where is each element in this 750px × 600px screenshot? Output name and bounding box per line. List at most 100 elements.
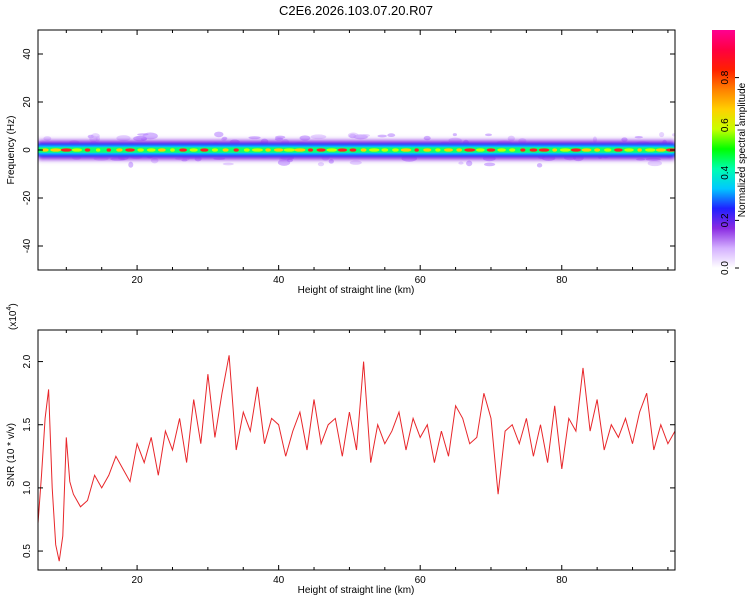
heatmap-speckle	[458, 161, 464, 165]
heatmap-speckle	[221, 137, 227, 142]
heatmap-hotspot	[41, 148, 49, 152]
heatmap-speckle	[248, 136, 261, 140]
heatmap-hotspot	[273, 148, 284, 152]
heatmap-speckle	[485, 133, 492, 137]
heatmap-hotspot	[265, 148, 271, 152]
snr-scale-label: (x104)	[6, 303, 19, 330]
heatmap-hotspot	[381, 148, 389, 152]
y-tick-label: 40	[22, 48, 33, 60]
heatmap-hotspot	[179, 148, 188, 152]
heatmap-hotspot	[137, 148, 144, 152]
figure-title: C2E6.2026.103.07.20.R07	[279, 3, 433, 18]
heatmap-panel: 20 40 60 80 -40 -20 0 20 40 Height of straight …	[6, 29, 676, 296]
y-tick-label: 1.0	[22, 481, 33, 495]
heatmap-speckle	[133, 135, 147, 142]
heatmap-hotspot	[594, 148, 601, 152]
heatmap-hotspot	[95, 148, 101, 152]
heatmap-hotspot	[243, 148, 250, 152]
heatmap-green-core	[38, 147, 675, 153]
heatmap-band	[38, 131, 675, 168]
heatmap-speckle	[423, 135, 431, 141]
heatmap-hotspot	[464, 148, 476, 152]
heatmap-hotspot	[581, 148, 592, 152]
heatmap-speckle	[349, 160, 362, 165]
heatmap-hotspot	[552, 148, 558, 152]
heatmap-hotspot	[444, 148, 454, 152]
colorbar-tick-label: 0.2	[720, 213, 731, 227]
heatmap-speckle	[222, 162, 234, 166]
heatmap-hotspot	[435, 148, 441, 152]
heatmap-speckle	[95, 135, 100, 142]
x-tick-label: 40	[273, 575, 285, 586]
heatmap-hotspot	[570, 148, 581, 152]
y-tick-label: 1.5	[22, 417, 33, 431]
heatmap-speckle	[377, 134, 387, 138]
colorbar-tick-label: 0.8	[720, 70, 731, 84]
heatmap-x-label: Height of straight line (km)	[298, 285, 415, 296]
heatmap-hotspot	[456, 148, 462, 152]
snr-y-label: SNR (10 * v/v)	[6, 423, 17, 487]
heatmap-speckle	[452, 133, 457, 137]
heatmap-speckle	[634, 135, 643, 139]
heatmap-hotspot	[400, 148, 412, 152]
snr-x-label: Height of straight line (km)	[298, 585, 415, 596]
heatmap-hotspot	[233, 148, 239, 152]
colorbar-tick-label: 0.6	[720, 118, 731, 132]
colorbar-tick-label: 0.4	[720, 165, 731, 179]
heatmap-hotspot	[509, 148, 516, 152]
heatmap-hotspot	[529, 148, 538, 152]
heatmap-speckle	[483, 162, 496, 167]
heatmap-speckle	[317, 162, 325, 167]
heatmap-speckle	[310, 134, 327, 140]
x-tick-label: 20	[132, 275, 144, 286]
snr-series-line	[38, 355, 675, 562]
heatmap-hotspot	[189, 148, 198, 152]
colorbar-label: Normalized spectral amplitude	[737, 82, 748, 217]
heatmap-speckle	[347, 132, 359, 139]
heatmap-hotspot	[170, 148, 175, 152]
heatmap-hotspot	[645, 148, 656, 152]
heatmap-hotspot	[146, 148, 156, 152]
heatmap-hotspot	[211, 148, 219, 152]
heatmap-hotspot	[559, 148, 571, 152]
heatmap-hotspot	[614, 148, 623, 152]
heatmap-speckle	[328, 159, 334, 164]
heatmap-hotspot	[497, 148, 506, 152]
colorbar-ticks: 0.0 0.2 0.4 0.6 0.8	[720, 70, 739, 275]
heatmap-y-ticks: -40 -20 0 20 40	[22, 48, 675, 253]
heatmap-hotspot	[71, 148, 83, 152]
y-tick-label: 2.0	[22, 354, 33, 368]
snr-y-ticks: 0.5 1.0 1.5 2.0	[22, 354, 675, 558]
heatmap-speckle	[671, 133, 675, 137]
snr-scale-exponent: 4	[6, 307, 13, 311]
y-tick-label: 0.5	[22, 544, 33, 558]
heatmap-speckle	[299, 135, 311, 141]
heatmap-hotspot	[125, 148, 135, 152]
x-tick-label: 80	[556, 575, 568, 586]
heatmap-hotspot	[360, 148, 367, 152]
heatmap-hotspot	[200, 148, 209, 152]
heatmap-speckle	[536, 163, 543, 168]
heatmap-speckle	[361, 134, 371, 137]
heatmap-hotspot	[157, 148, 166, 152]
heatmap-y-label: Frequency (Hz)	[6, 116, 17, 185]
y-tick-label: 20	[22, 96, 33, 108]
heatmap-hotspot	[655, 148, 666, 152]
heatmap-hotspot	[84, 148, 91, 152]
heatmap-hotspot	[538, 148, 550, 152]
heatmap-speckle	[507, 135, 515, 142]
heatmap-hotspot	[486, 148, 496, 152]
heatmap-speckle	[116, 135, 131, 142]
y-tick-label: -40	[22, 238, 33, 253]
heatmap-hotspot	[414, 148, 419, 152]
heatmap-hotspot	[50, 148, 62, 152]
x-tick-label: 60	[415, 275, 427, 286]
heatmap-hotspot	[251, 148, 263, 152]
y-tick-label: -20	[22, 190, 33, 205]
snr-frame	[37, 329, 676, 571]
heatmap-hotspot	[520, 148, 526, 152]
heatmap-speckle	[466, 160, 473, 167]
heatmap-frame	[37, 29, 676, 271]
heatmap-speckle	[128, 161, 134, 168]
